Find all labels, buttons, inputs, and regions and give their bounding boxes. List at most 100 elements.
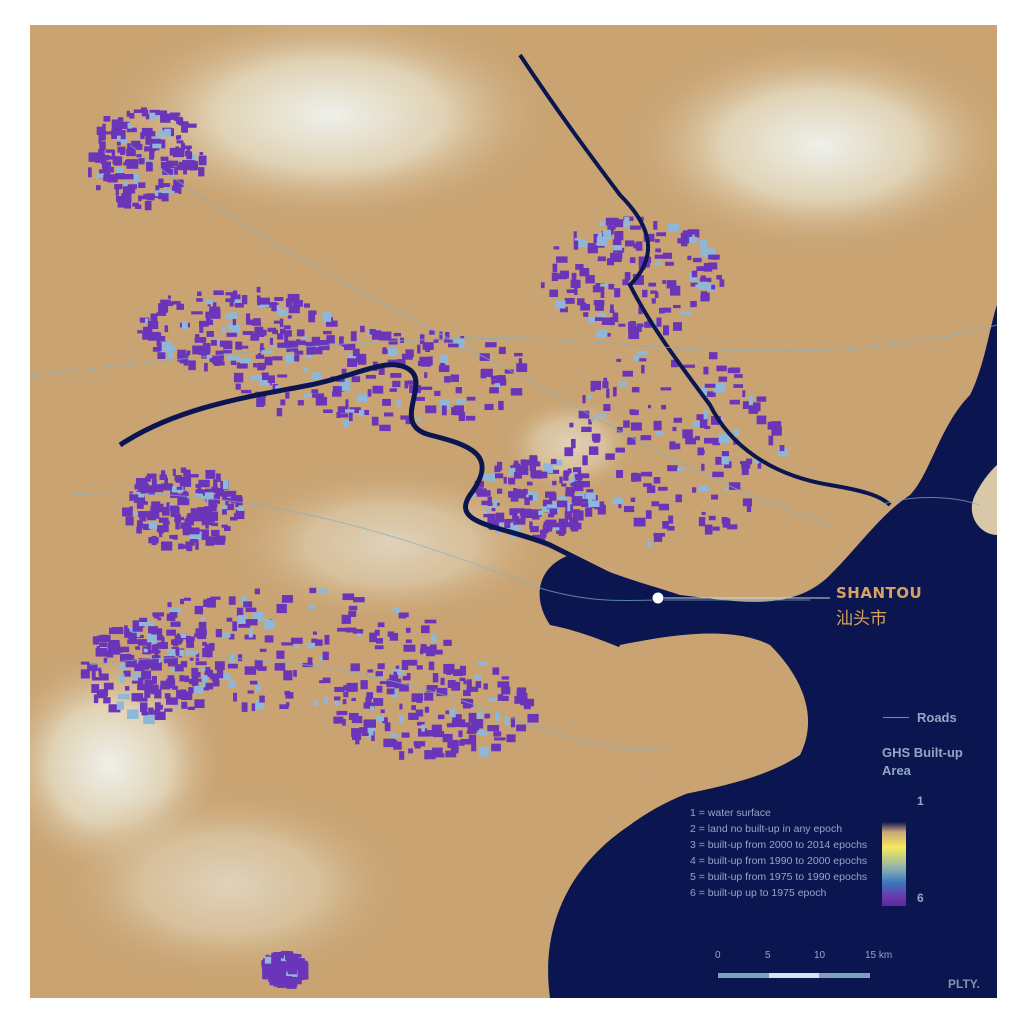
built-up-patch — [275, 952, 287, 958]
built-up-patch — [587, 394, 593, 399]
built-up-patch — [132, 663, 144, 667]
built-up-patch — [721, 456, 730, 465]
built-up-patch — [641, 471, 652, 477]
built-up-patch — [602, 230, 611, 240]
built-up-patch — [644, 260, 650, 268]
built-up-patch — [225, 314, 238, 319]
built-up-patch — [342, 718, 346, 726]
built-up-patch — [656, 317, 662, 327]
built-up-patch — [559, 476, 563, 484]
built-up-patch — [488, 697, 497, 702]
built-up-patch — [680, 240, 688, 247]
built-up-patch — [629, 409, 635, 415]
built-up-patch — [367, 727, 374, 736]
built-up-patch — [228, 633, 235, 640]
built-up-patch — [637, 350, 648, 355]
built-up-patch — [272, 356, 283, 361]
built-up-patch — [521, 459, 531, 466]
river — [118, 362, 672, 608]
built-up-patch — [176, 140, 184, 144]
built-up-patch — [180, 598, 184, 605]
built-up-patch — [392, 669, 404, 676]
built-up-patch — [162, 168, 174, 175]
built-up-patch — [158, 178, 164, 188]
built-up-patch — [616, 358, 622, 362]
built-up-patch — [582, 395, 586, 404]
road-line-swatch — [883, 717, 909, 718]
built-up-patch — [114, 184, 123, 190]
built-up-patch — [341, 381, 351, 392]
built-up-patch — [136, 491, 145, 498]
built-up-patch — [380, 709, 385, 714]
built-up-patch — [137, 330, 143, 334]
built-up-patch — [428, 661, 435, 671]
built-up-patch — [104, 155, 117, 160]
built-up-patch — [151, 676, 157, 685]
built-up-patch — [88, 152, 101, 162]
built-up-patch — [494, 737, 506, 741]
built-up-patch — [160, 161, 171, 169]
built-up-patch — [281, 595, 293, 603]
built-up-patch — [440, 677, 445, 686]
built-up-patch — [698, 485, 710, 492]
built-up-patch — [497, 378, 507, 386]
built-up-patch — [189, 531, 202, 541]
built-up-patch — [677, 238, 690, 244]
legend-category: 1 = water surface — [690, 807, 771, 819]
built-up-patch — [349, 407, 361, 413]
built-up-patch — [140, 132, 145, 140]
built-up-patch — [160, 680, 170, 687]
built-up-patch — [178, 636, 184, 642]
built-up-patch — [383, 738, 395, 748]
built-up-patch — [466, 679, 472, 690]
built-up-patch — [108, 704, 121, 713]
built-up-patch — [135, 646, 141, 650]
built-up-patch — [256, 286, 261, 293]
built-up-patch — [662, 252, 673, 259]
built-up-patch — [249, 680, 258, 685]
built-up-patch — [87, 663, 98, 672]
built-up-patch — [129, 506, 133, 511]
built-up-patch — [426, 685, 438, 690]
built-up-patch — [577, 475, 582, 485]
built-up-patch — [591, 434, 598, 438]
built-up-patch — [295, 340, 306, 346]
built-up-patch — [270, 964, 276, 974]
built-up-patch — [135, 478, 148, 488]
built-up-patch — [202, 342, 211, 351]
built-up-patch — [695, 284, 707, 288]
built-up-patch — [287, 293, 300, 302]
built-up-patch — [501, 686, 511, 695]
built-up-patch — [366, 733, 372, 739]
built-up-patch — [715, 456, 724, 465]
built-up-patch — [565, 493, 573, 497]
built-up-patch — [466, 686, 479, 692]
built-up-patch — [201, 516, 213, 526]
built-up-patch — [515, 468, 524, 473]
built-up-patch — [605, 453, 615, 460]
built-up-patch — [566, 289, 576, 294]
built-up-patch — [281, 642, 294, 646]
built-up-patch — [624, 272, 631, 281]
built-up-patch — [222, 495, 227, 501]
built-up-patch — [206, 330, 214, 337]
built-up-patch — [211, 529, 220, 537]
built-up-patch — [393, 671, 397, 679]
built-up-patch — [602, 381, 609, 389]
built-up-patch — [698, 516, 706, 527]
built-up-patch — [529, 521, 533, 529]
built-up-patch — [194, 699, 205, 708]
built-up-patch — [176, 118, 184, 125]
built-up-patch — [699, 419, 708, 429]
built-up-patch — [659, 307, 665, 314]
built-up-patch — [227, 322, 239, 330]
built-up-patch — [166, 648, 176, 656]
built-up-patch — [181, 122, 186, 132]
city-marker[interactable] — [651, 591, 665, 605]
built-up-patch — [597, 413, 607, 417]
built-up-patch — [475, 487, 483, 494]
built-up-patch — [654, 291, 659, 299]
built-up-patch — [267, 327, 277, 332]
built-up-patch — [524, 497, 530, 506]
built-up-patch — [513, 488, 517, 498]
